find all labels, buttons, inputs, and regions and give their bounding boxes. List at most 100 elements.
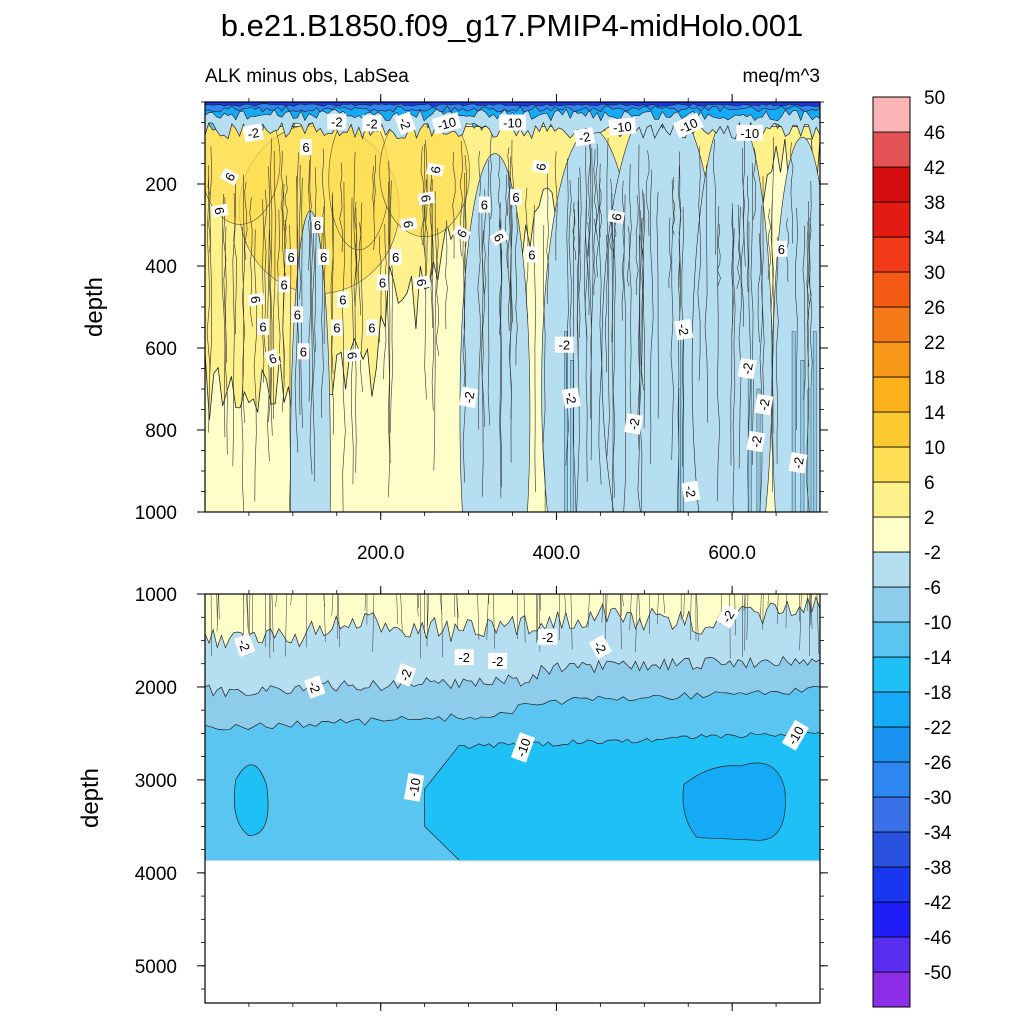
lower-contour-line [621, 594, 624, 607]
lower-contour-line [426, 594, 429, 647]
lower-contour-line [271, 594, 274, 653]
upper-contour-line [321, 148, 325, 256]
lower-contour-line [364, 594, 366, 611]
upper-contour-line [360, 202, 364, 392]
contour-label: 6 [399, 217, 418, 232]
contour-label-background [394, 663, 417, 687]
contour-label: -10 [499, 114, 526, 131]
contour-label-background [624, 413, 644, 435]
upper-contour-line [354, 208, 358, 473]
colorbar-tick-label: 42 [924, 158, 945, 179]
upper-contour-line [757, 233, 761, 343]
upper-contour-line [771, 137, 774, 434]
contour-label-background [608, 117, 637, 136]
contour-label: 6 [413, 275, 431, 290]
contour-label-background [376, 274, 389, 291]
contour-label: 6 [389, 249, 402, 265]
y-tick-label: 3000 [135, 771, 177, 792]
upper-contour-line [323, 206, 326, 345]
upper-contour-line [742, 140, 746, 267]
contour-label-background [304, 675, 326, 699]
upper-contour-line [716, 206, 721, 502]
colorbar-swatch [872, 446, 911, 483]
lower-contour-line [606, 594, 608, 621]
contour-label-text: -10 [436, 114, 458, 133]
contour-label: 6 [366, 319, 378, 336]
contour-label-background [788, 452, 808, 474]
upper-contour-line [372, 165, 375, 251]
upper-contour-line [312, 233, 316, 482]
upper-contour-line [697, 146, 701, 381]
colorbar-tick-label: 18 [924, 368, 945, 389]
contour-label-background [337, 291, 349, 308]
upper-contour-line [510, 139, 514, 323]
contour-label-text: -2 [305, 679, 323, 695]
lower-contour-line [619, 594, 622, 650]
upper-contour-line [584, 146, 588, 340]
contour-label: 6 [478, 196, 491, 213]
contour-label-text: -10 [503, 116, 522, 131]
upper-contour-line [750, 162, 754, 465]
y-tick-label: 800 [145, 421, 177, 442]
lower-contour-line [767, 594, 769, 606]
upper-contour-line [736, 204, 741, 289]
contour-label-background [297, 343, 310, 360]
upper-contour-line [572, 208, 577, 512]
contour-label: -2 [304, 675, 326, 699]
contour-label-text: 6 [320, 250, 327, 265]
colorbar-swatch [872, 516, 911, 553]
contour-label: 6 [775, 240, 788, 257]
colorbar-tick-label: 6 [924, 473, 935, 494]
colorbar-swatch [872, 796, 911, 833]
upper-contour-line [253, 229, 258, 502]
lower-contour-line [683, 594, 685, 617]
x-tick-label: 600.0 [708, 543, 756, 564]
contour-label-background [211, 203, 229, 218]
contour-label-text: -2 [366, 116, 378, 131]
upper-contour-line [641, 189, 645, 367]
upper-contour-line [578, 167, 582, 338]
lower-field-minus18-patch [682, 762, 786, 841]
lower-panel-axes: 1000 2000 3000 4000 5000 [135, 585, 828, 1011]
x-tick-label: 200.0 [357, 543, 405, 564]
contour-label: -2 [754, 393, 774, 416]
upper-contour-line [433, 191, 438, 471]
contour-label-text: 6 [418, 194, 434, 204]
contour-label: -2 [454, 649, 474, 666]
contour-label-text: -2 [578, 129, 592, 146]
upper-contour-line [775, 237, 779, 464]
contour-label-text: 6 [344, 351, 360, 361]
contour-label: 6 [211, 203, 229, 218]
contour-label-text: 6 [428, 165, 444, 175]
contour-label-background [264, 348, 281, 368]
chart-units-label: meq/m^3 [742, 66, 820, 87]
upper-contour-line [268, 228, 271, 423]
upper-contour-line [593, 218, 596, 296]
contour-label-text: 6 [280, 277, 287, 292]
upper-contour-line [233, 183, 237, 335]
lower-contour-line [523, 594, 526, 643]
contour-label: -10 [608, 117, 637, 136]
contour-label: -2 [554, 336, 574, 353]
colorbar-tick-label: 22 [924, 333, 945, 354]
contour-label-background [327, 113, 347, 130]
lower-contour-line [424, 594, 426, 633]
contour-label-text: -2 [790, 456, 807, 470]
colorbar-tick-label: -14 [924, 648, 952, 669]
colorbar-swatch [872, 901, 911, 938]
upper-contour-line [353, 151, 357, 307]
lower-contour-line [337, 594, 341, 648]
upper-contour-line [645, 150, 650, 236]
contour-label-background [746, 430, 766, 453]
contour-label-text: -2 [739, 362, 756, 376]
contour-label: -2 [716, 604, 740, 629]
upper-contour-line [649, 169, 654, 465]
lower-contour-line [564, 594, 567, 613]
upper-contour-line [507, 147, 510, 216]
colorbar-swatch [872, 761, 911, 798]
colorbar-swatch [872, 376, 911, 413]
upper-contour-line [342, 181, 346, 512]
contour-label: 6 [376, 274, 389, 291]
contour-label-text: 6 [302, 140, 309, 155]
colorbar-swatch [872, 971, 911, 1008]
